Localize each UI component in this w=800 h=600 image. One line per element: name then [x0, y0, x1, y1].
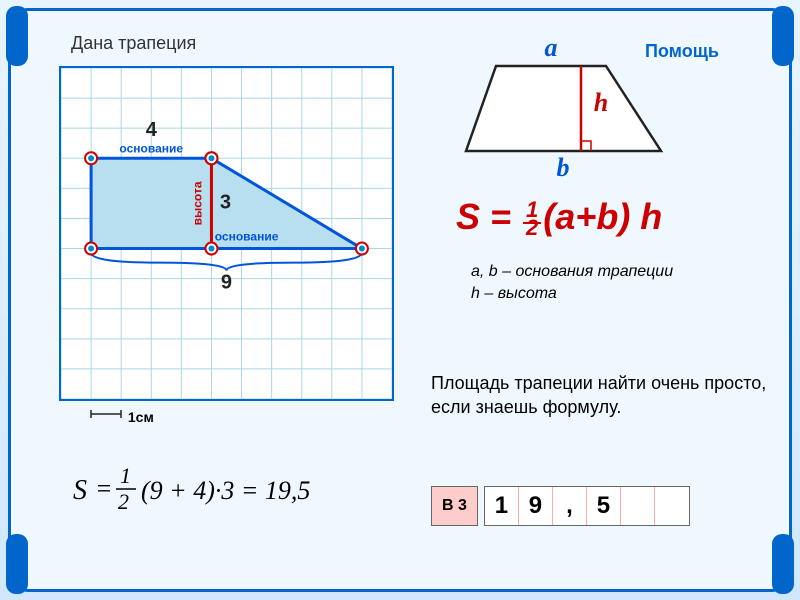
- svg-text:основание: основание: [215, 230, 279, 244]
- svg-text:S: S: [73, 475, 87, 506]
- answer-cells: 19,5: [484, 486, 690, 526]
- svg-text:9: 9: [221, 272, 232, 294]
- svg-text:1: 1: [120, 463, 131, 488]
- content-area: Дана трапеция Помощь 4основание3высота9о…: [11, 11, 789, 589]
- answer-box: В 3 19,5: [431, 486, 690, 526]
- calculation-formula: S = 12 (9 + 4)·3 = 19,5: [71, 461, 351, 526]
- formula-description: a, b – основания трапеции h – высота: [471, 261, 673, 305]
- svg-text:(9 + 4)·3 = 19,5: (9 + 4)·3 = 19,5: [141, 476, 310, 505]
- svg-text:a: a: [545, 33, 558, 62]
- answer-label: В 3: [431, 486, 478, 526]
- svg-text:=: =: [95, 474, 113, 503]
- answer-cell: 5: [587, 487, 621, 525]
- svg-text:b: b: [557, 153, 570, 181]
- grid-diagram: 4основание3высота9основание: [59, 66, 394, 401]
- reference-svg: a b h: [441, 31, 691, 181]
- problem-title: Дана трапеция: [71, 33, 196, 54]
- scale-label: 1см: [89, 409, 154, 425]
- explanation-text: Площадь трапеции найти очень просто, есл…: [431, 371, 771, 419]
- svg-text:h: h: [594, 88, 608, 117]
- reference-trapezoid: a b h: [441, 31, 691, 181]
- svg-text:высота: высота: [190, 181, 204, 225]
- answer-cell: 9: [519, 487, 553, 525]
- svg-text:основание: основание: [119, 141, 183, 155]
- svg-text:4: 4: [146, 119, 158, 141]
- answer-cell: [621, 487, 655, 525]
- answer-cell: [655, 487, 689, 525]
- answer-cell: 1: [485, 487, 519, 525]
- svg-text:2: 2: [118, 489, 129, 514]
- answer-cell: ,: [553, 487, 587, 525]
- area-formula: S = 12(a+b) h: [456, 196, 662, 238]
- slide-frame: Дана трапеция Помощь 4основание3высота9о…: [8, 8, 792, 592]
- svg-text:3: 3: [220, 191, 231, 213]
- grid-svg: 4основание3высота9основание: [61, 68, 392, 399]
